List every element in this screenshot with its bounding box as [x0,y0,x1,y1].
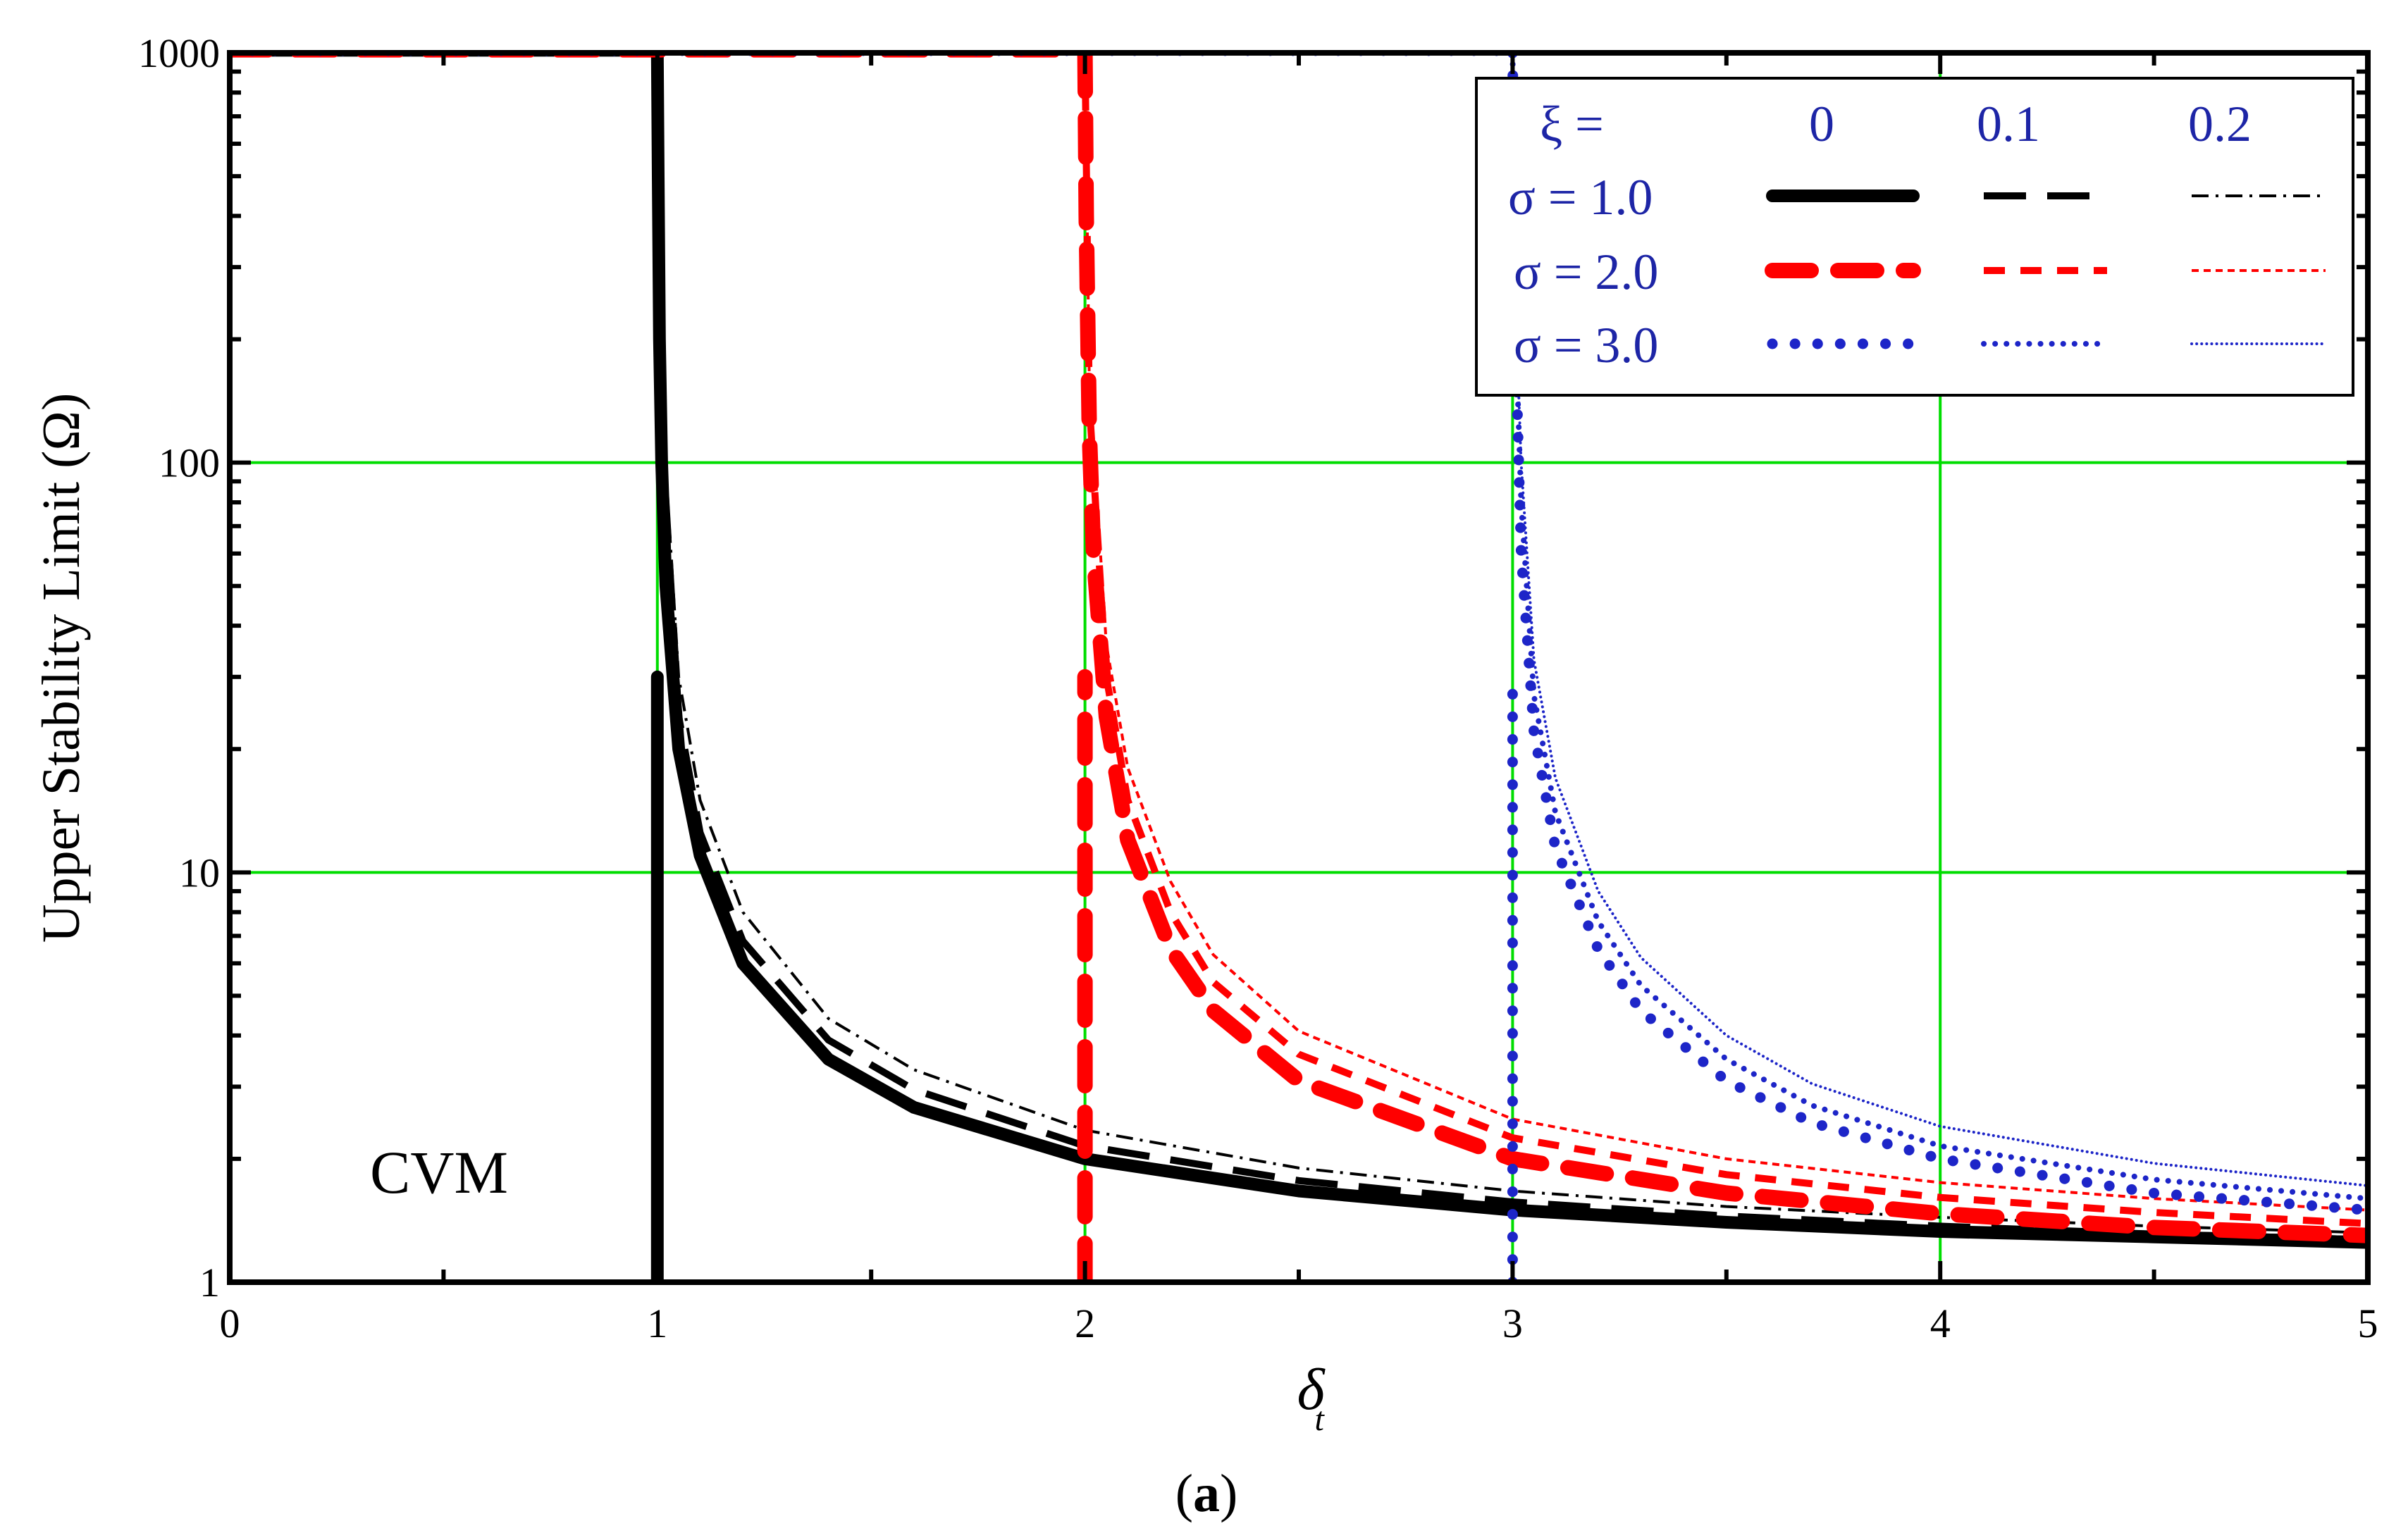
ticks [228,51,2370,1284]
x-tick-label: 4 [1930,1301,1951,1346]
series-5 [230,53,2368,1227]
legend-xi-value: 0.1 [1977,96,2040,152]
series-6 [230,53,2368,1212]
y-tick-label: 1 [199,1260,220,1305]
legend-xi-value: 0 [1809,96,1834,152]
legend-row-label: σ = 1.0 [1508,169,1653,225]
legend: ξ = 0 0.1 0.2 σ = 1.0 σ = 2.0 σ = 3.0 [1475,77,2354,397]
legend-box [1475,77,2354,397]
series-line [1077,53,2368,1243]
annotation-cvm: CVM [370,1138,508,1206]
y-tick-label: 10 [179,850,220,895]
x-axis-title-main: δ [1297,1357,1326,1422]
series-line [650,53,2368,1249]
x-axis-title: δt [1297,1357,1326,1438]
caption-letter: a [1193,1464,1220,1523]
x-tick-label: 0 [220,1301,240,1346]
series-line [653,53,2368,1243]
caption-open: ( [1175,1464,1193,1523]
series-line [1509,53,2368,1202]
series-2 [230,53,2368,1243]
y-tick-label: 100 [159,440,220,486]
x-tick-label: 1 [647,1301,667,1346]
series-9 [230,53,2368,1187]
x-tick-label: 5 [2358,1301,2378,1346]
legend-row-label: σ = 3.0 [1514,317,1658,373]
legend-xi-value: 0.2 [2188,96,2252,152]
series-8 [230,53,2368,1202]
series-line [1083,53,2368,1212]
series-4 [230,53,2368,1282]
series-line [1081,53,2368,1227]
series-group [230,53,2368,1282]
y-axis-title: Upper Stability Limit (Ω) [32,393,91,943]
figure-caption: (a) [1175,1464,1238,1523]
x-axis-title-subscript: t [1315,1401,1326,1438]
legend-swatches [1765,190,2327,349]
x-tick-label: 3 [1502,1301,1523,1346]
legend-xi-label: ξ = [1540,96,1604,152]
x-tick-label: 2 [1075,1301,1095,1346]
caption-close: ) [1220,1464,1237,1523]
legend-row-label: σ = 2.0 [1514,244,1658,300]
series-line [1511,53,2368,1187]
y-tick-label: 1000 [138,30,220,76]
series-1 [230,53,2368,1282]
